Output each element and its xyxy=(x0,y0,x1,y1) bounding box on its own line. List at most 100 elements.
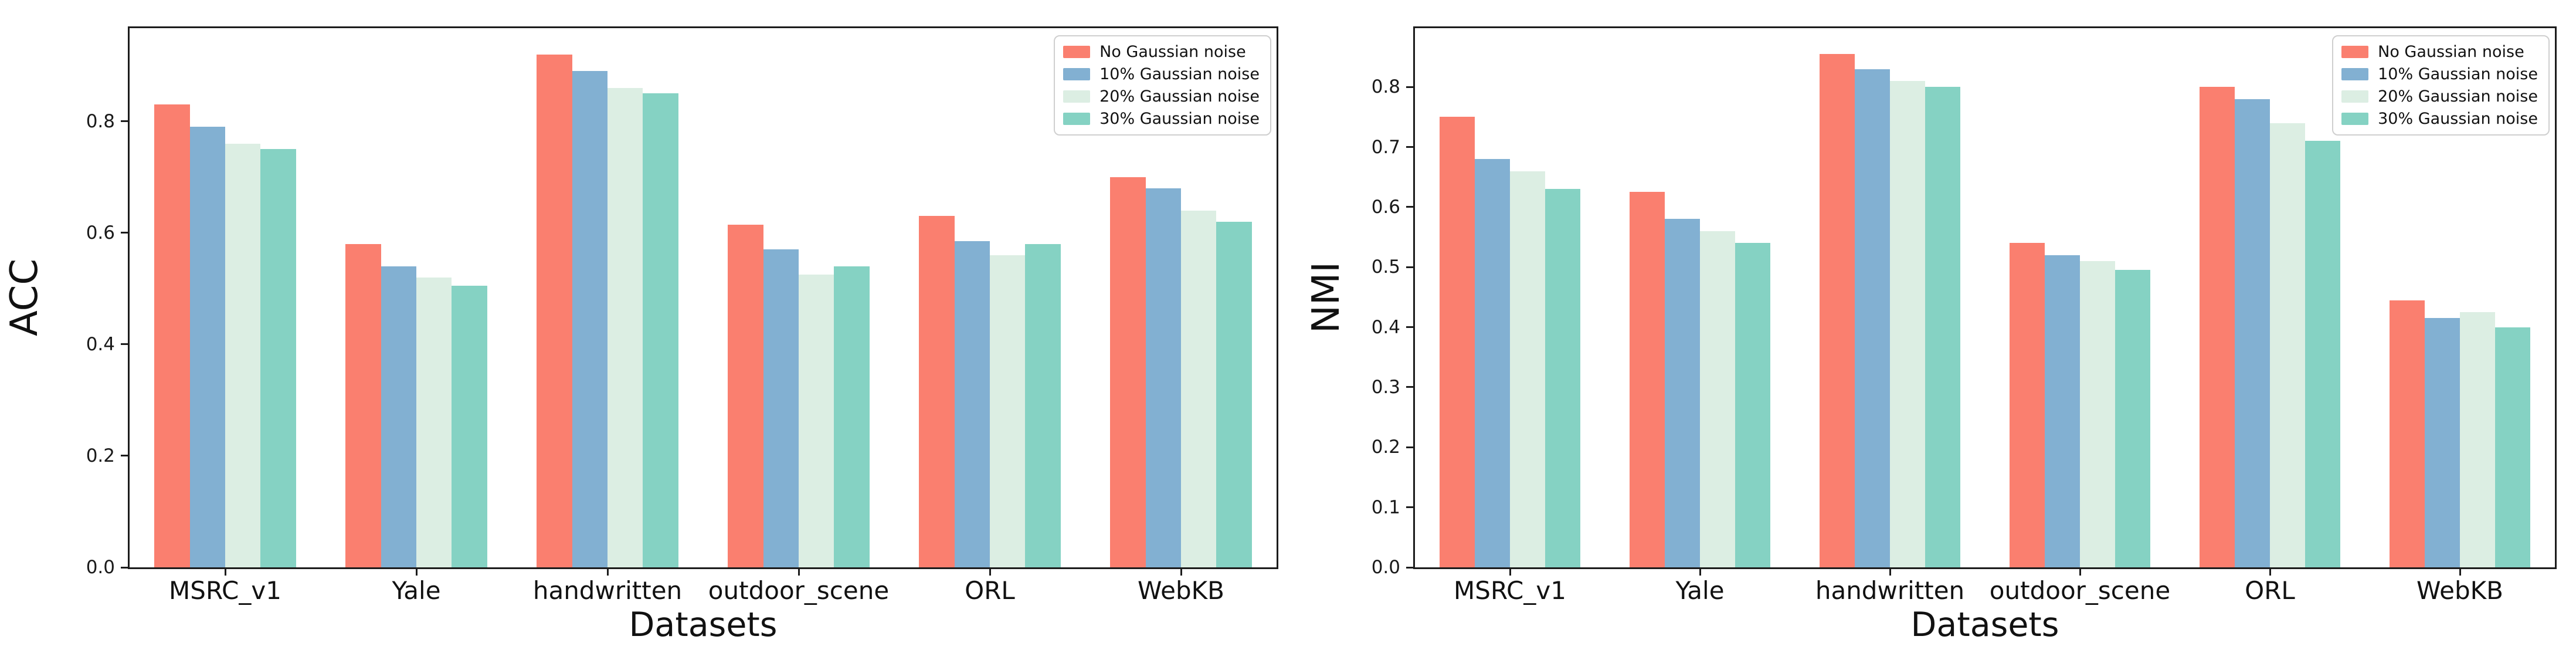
bar-nmi-msrc-v1-20-gaussian-noise xyxy=(1510,171,1545,567)
x-tick-mark xyxy=(2269,569,2271,576)
bar-acc-handwritten-30-gaussian-noise xyxy=(643,93,678,567)
legend-row: No Gaussian noise xyxy=(1063,43,1260,60)
y-tick-mark xyxy=(121,343,128,346)
bar-nmi-outdoor-scene-no-gaussian-noise xyxy=(2010,243,2045,567)
bar-acc-msrc-v1-no-gaussian-noise xyxy=(154,104,190,567)
x-tick-mark xyxy=(2459,569,2461,576)
x-tick-label-orl: ORL xyxy=(965,576,1015,605)
y-tick-mark xyxy=(1406,446,1413,448)
legend-row: 10% Gaussian noise xyxy=(2341,66,2538,83)
bar-acc-yale-20-gaussian-noise xyxy=(416,277,452,567)
bar-acc-handwritten-20-gaussian-noise xyxy=(607,87,643,567)
x-tick-label-yale: Yale xyxy=(1675,576,1725,605)
bar-acc-webkb-no-gaussian-noise xyxy=(1110,177,1146,567)
bar-nmi-handwritten-10-gaussian-noise xyxy=(1855,69,1890,567)
x-tick-label-handwritten: handwritten xyxy=(1815,576,1965,605)
bar-nmi-outdoor-scene-10-gaussian-noise xyxy=(2045,255,2080,567)
bar-acc-msrc-v1-10-gaussian-noise xyxy=(189,127,225,567)
bar-acc-outdoor-scene-30-gaussian-noise xyxy=(834,266,870,567)
y-tick-label: 0.0 xyxy=(1371,557,1400,578)
bar-acc-handwritten-no-gaussian-noise xyxy=(537,54,572,567)
legend-row: 30% Gaussian noise xyxy=(2341,110,2538,127)
y-tick-label: 0.8 xyxy=(1371,76,1400,98)
bar-acc-outdoor-scene-no-gaussian-noise xyxy=(728,224,763,567)
legend-label: No Gaussian noise xyxy=(1099,43,1246,61)
y-tick-label: 0.1 xyxy=(1371,496,1400,518)
legend-label: 20% Gaussian noise xyxy=(2378,87,2538,106)
bar-acc-orl-10-gaussian-noise xyxy=(954,241,990,567)
x-tick-label-webkb: WebKB xyxy=(1138,576,1224,605)
bar-acc-handwritten-10-gaussian-noise xyxy=(572,71,607,567)
bar-nmi-yale-30-gaussian-noise xyxy=(1735,243,1770,567)
bar-nmi-msrc-v1-10-gaussian-noise xyxy=(1475,159,1510,567)
x-tick-label-msrc-v1: MSRC_v1 xyxy=(169,576,281,605)
bar-acc-yale-10-gaussian-noise xyxy=(381,266,416,567)
bar-nmi-msrc-v1-30-gaussian-noise xyxy=(1545,189,1580,567)
bar-nmi-orl-10-gaussian-noise xyxy=(2235,99,2270,567)
bar-nmi-orl-20-gaussian-noise xyxy=(2270,123,2305,567)
y-tick-label: 0.2 xyxy=(1371,437,1400,458)
nmi-y-axis-title: NMI xyxy=(1305,262,1348,333)
legend-label: 10% Gaussian noise xyxy=(2378,65,2538,83)
y-tick-label: 0.5 xyxy=(1371,256,1400,278)
bar-acc-msrc-v1-30-gaussian-noise xyxy=(260,149,296,567)
bar-nmi-msrc-v1-no-gaussian-noise xyxy=(1440,117,1475,567)
acc-x-axis-title: Datasets xyxy=(629,605,778,644)
bar-nmi-handwritten-no-gaussian-noise xyxy=(1820,54,1855,567)
legend-color-swatch-icon xyxy=(2341,46,2369,58)
bar-nmi-webkb-no-gaussian-noise xyxy=(2390,300,2425,567)
bar-acc-yale-no-gaussian-noise xyxy=(345,243,381,567)
y-tick-label: 0.6 xyxy=(86,222,115,243)
y-tick-label: 0.8 xyxy=(86,110,115,132)
bar-acc-yale-30-gaussian-noise xyxy=(452,286,487,567)
x-tick-label-outdoor-scene: outdoor_scene xyxy=(708,576,890,605)
x-tick-mark xyxy=(415,569,418,576)
bar-nmi-webkb-20-gaussian-noise xyxy=(2460,312,2495,567)
y-tick-label: 0.7 xyxy=(1371,136,1400,158)
bar-nmi-orl-no-gaussian-noise xyxy=(2200,87,2235,567)
x-tick-label-handwritten: handwritten xyxy=(532,576,683,605)
x-tick-label-outdoor-scene: outdoor_scene xyxy=(1989,576,2171,605)
legend-row: 30% Gaussian noise xyxy=(1063,110,1260,127)
y-tick-mark xyxy=(121,232,128,234)
bar-nmi-yale-10-gaussian-noise xyxy=(1665,219,1700,567)
y-tick-mark xyxy=(1406,506,1413,509)
x-tick-label-msrc-v1: MSRC_v1 xyxy=(1454,576,1566,605)
bar-acc-orl-30-gaussian-noise xyxy=(1025,243,1061,567)
y-tick-mark xyxy=(1406,386,1413,388)
x-tick-mark xyxy=(2079,569,2081,576)
bar-acc-orl-no-gaussian-noise xyxy=(919,216,955,567)
acc-plot-area: No Gaussian noise 10% Gaussian noise 20% G… xyxy=(128,26,1278,569)
y-tick-label: 0.4 xyxy=(86,333,115,355)
legend-label: 10% Gaussian noise xyxy=(1099,65,1260,83)
x-tick-mark xyxy=(1180,569,1182,576)
x-tick-mark xyxy=(1699,569,1701,576)
legend-color-swatch-icon xyxy=(1063,68,1091,80)
nmi-x-axis-title: Datasets xyxy=(1910,605,2059,644)
legend-color-swatch-icon xyxy=(1063,90,1091,103)
bar-nmi-yale-20-gaussian-noise xyxy=(1700,231,1735,567)
bar-nmi-handwritten-20-gaussian-noise xyxy=(1890,81,1925,567)
y-tick-mark xyxy=(121,120,128,123)
x-tick-mark xyxy=(1509,569,1511,576)
nmi-plot-area: No Gaussian noise 10% Gaussian noise 20% G… xyxy=(1413,26,2557,569)
nmi-legend: No Gaussian noise 10% Gaussian noise 20% G… xyxy=(2332,35,2550,136)
legend-color-swatch-icon xyxy=(2341,68,2369,80)
legend-label: 30% Gaussian noise xyxy=(1099,110,1260,128)
x-tick-mark xyxy=(606,569,609,576)
x-tick-label-orl: ORL xyxy=(2245,576,2295,605)
bar-nmi-outdoor-scene-30-gaussian-noise xyxy=(2115,270,2150,567)
bar-nmi-yale-no-gaussian-noise xyxy=(1630,192,1665,567)
bar-nmi-orl-30-gaussian-noise xyxy=(2305,141,2340,567)
bar-acc-webkb-30-gaussian-noise xyxy=(1216,221,1252,567)
bar-nmi-webkb-10-gaussian-noise xyxy=(2425,318,2460,567)
y-tick-label: 0.2 xyxy=(86,445,115,466)
bar-acc-msrc-v1-20-gaussian-noise xyxy=(225,143,261,567)
y-tick-mark xyxy=(1406,566,1413,569)
x-tick-mark xyxy=(1889,569,1891,576)
y-tick-mark xyxy=(1406,146,1413,148)
bar-nmi-outdoor-scene-20-gaussian-noise xyxy=(2080,261,2115,567)
y-tick-mark xyxy=(121,455,128,457)
legend-label: No Gaussian noise xyxy=(2378,43,2524,61)
